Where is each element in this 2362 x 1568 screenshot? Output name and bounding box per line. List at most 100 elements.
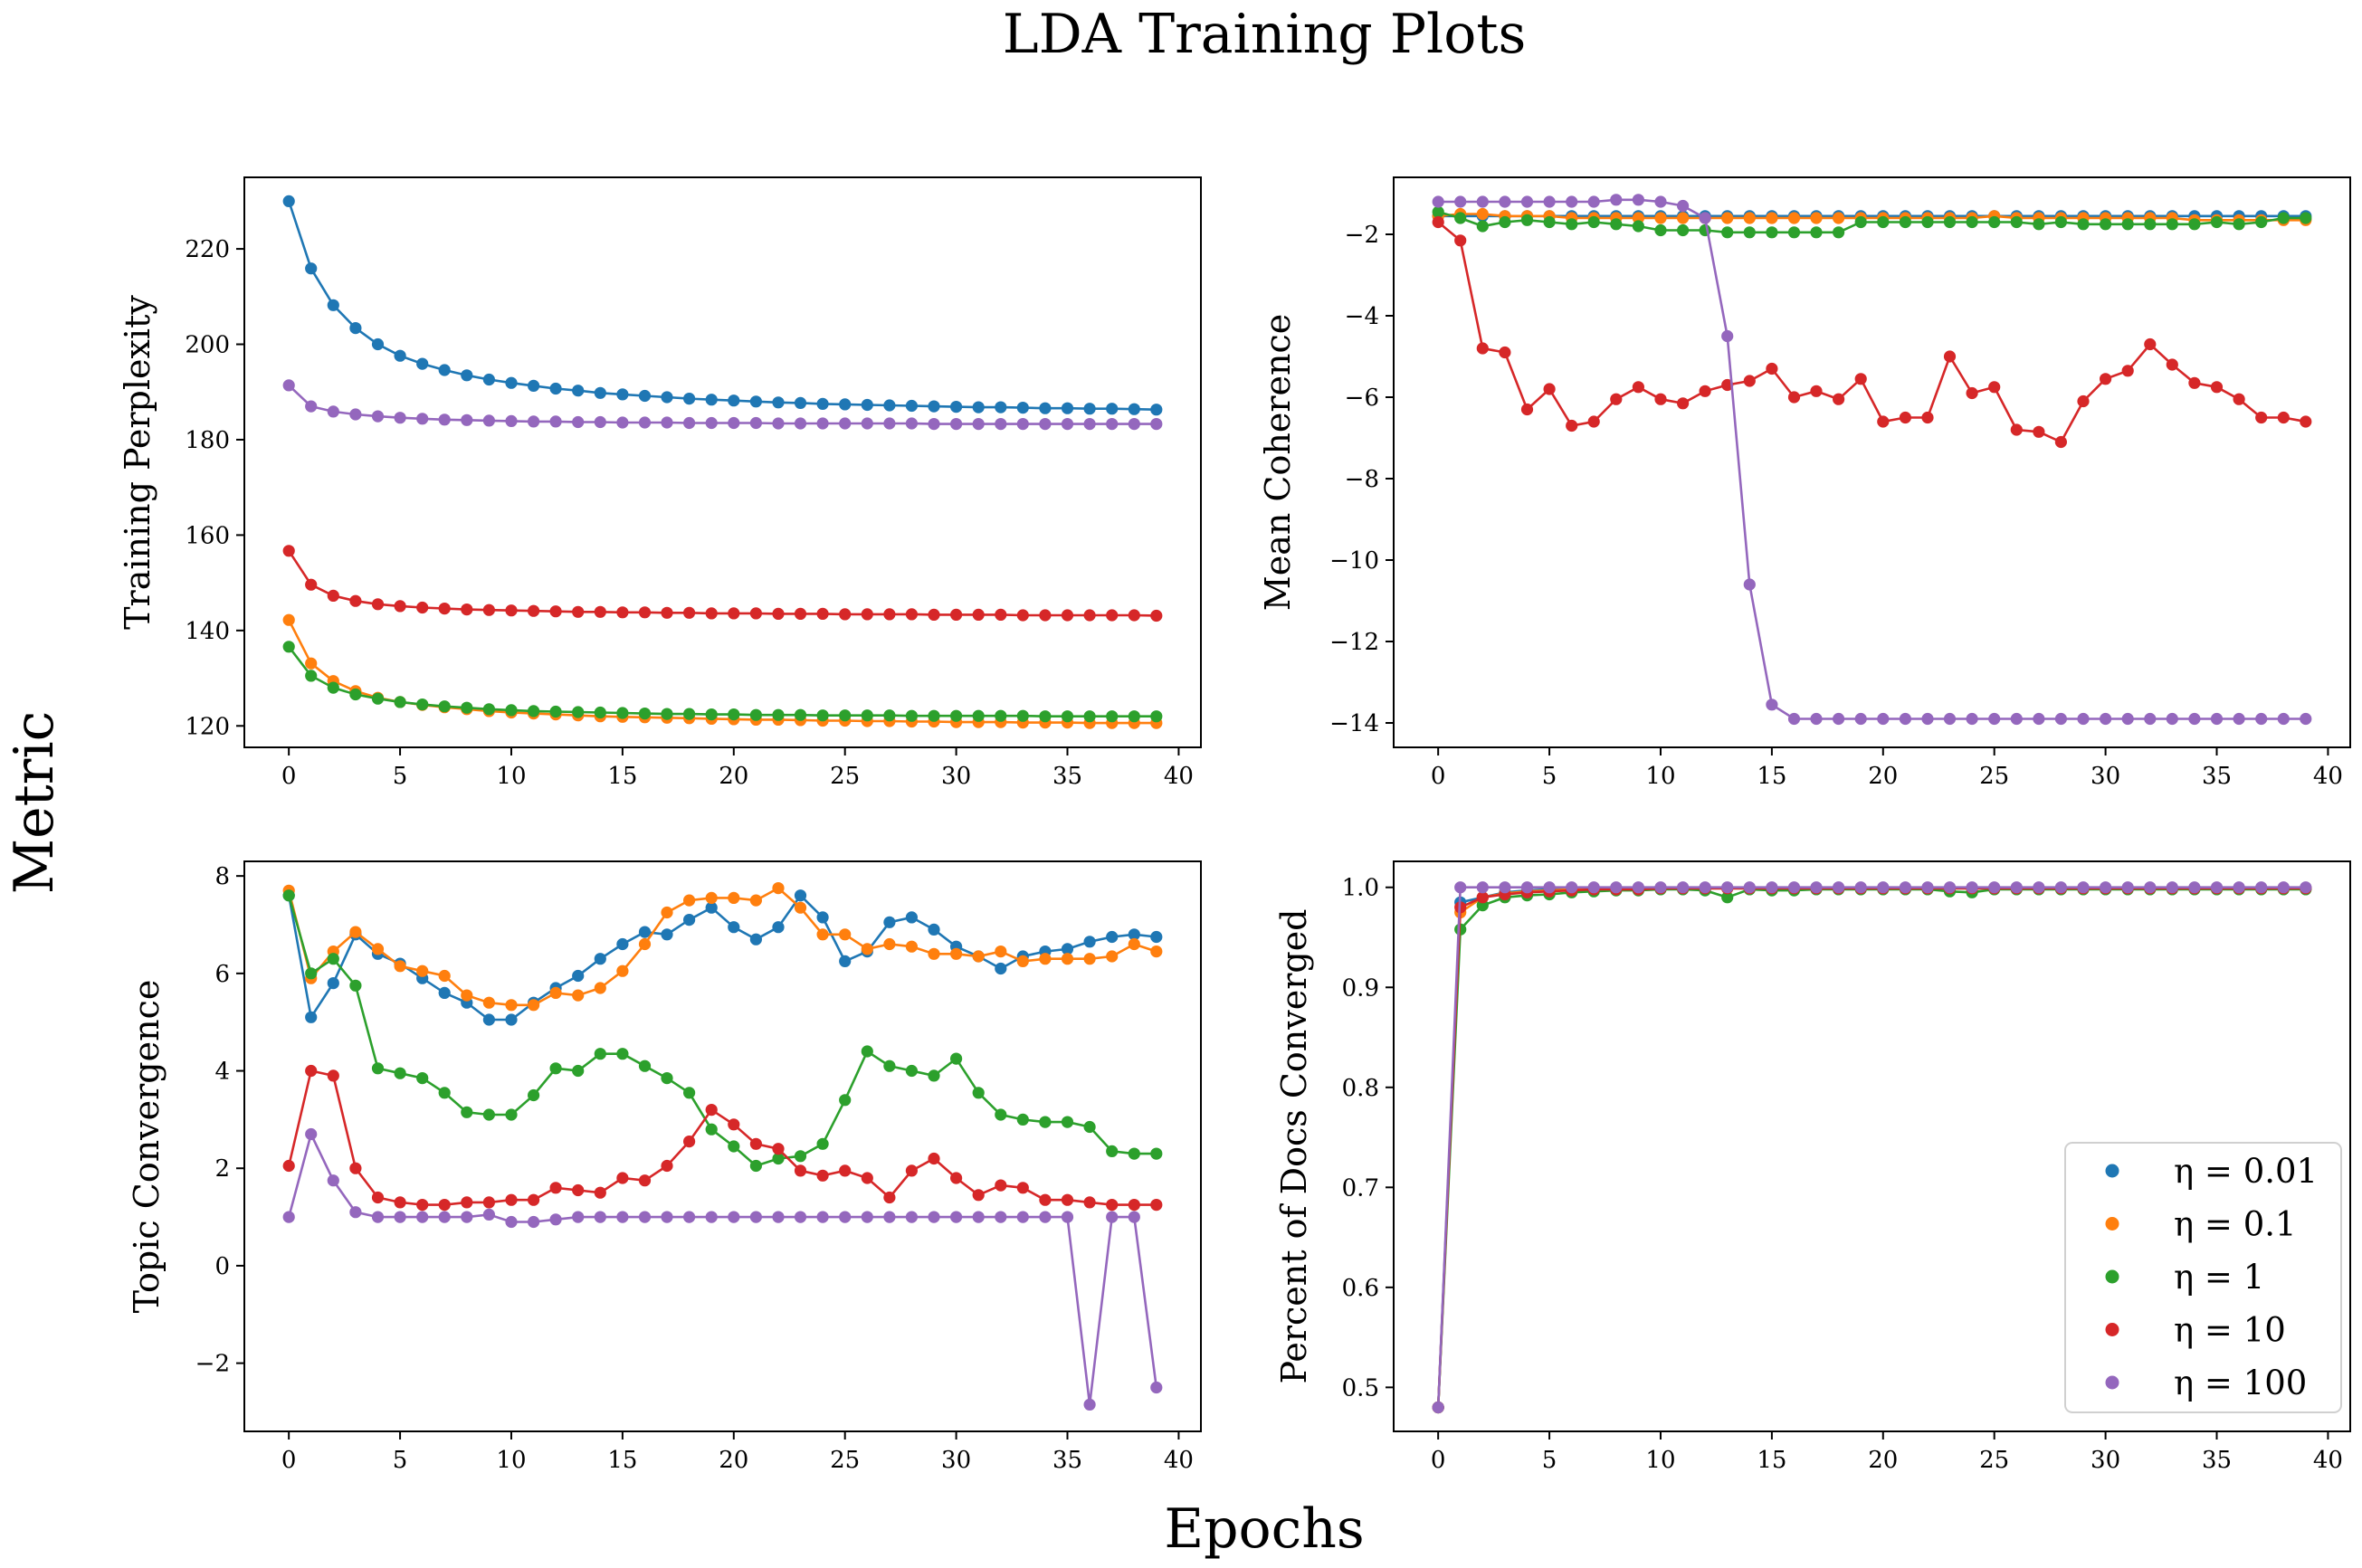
- data-point: [305, 657, 318, 670]
- data-point: [1699, 385, 1711, 397]
- data-point: [1566, 419, 1578, 432]
- y-tick-label: −10: [1329, 547, 1379, 575]
- series-line: [288, 646, 1157, 718]
- series-2: [1432, 205, 2312, 239]
- data-point: [461, 1211, 473, 1223]
- data-point: [2300, 881, 2312, 894]
- data-point: [839, 608, 852, 621]
- data-point: [883, 1060, 896, 1072]
- x-tick-label: 0: [281, 1447, 297, 1474]
- x-tick-label: 35: [2202, 1447, 2232, 1474]
- data-point: [661, 906, 673, 919]
- data-point: [1610, 218, 1623, 231]
- data-point: [995, 608, 1007, 622]
- data-point: [549, 1062, 562, 1075]
- data-point: [549, 705, 562, 718]
- x-tick-label: 40: [2313, 763, 2343, 790]
- data-point: [1039, 710, 1052, 723]
- series-line: [1438, 198, 2306, 720]
- data-point: [839, 709, 852, 722]
- data-point: [638, 708, 652, 720]
- data-point: [2033, 881, 2045, 894]
- data-point: [705, 416, 718, 430]
- data-point: [1699, 212, 1711, 224]
- data-point: [728, 921, 740, 934]
- data-point: [1877, 881, 1890, 894]
- x-tick-label: 20: [1868, 1447, 1898, 1474]
- data-point: [638, 389, 652, 403]
- data-point: [416, 413, 429, 425]
- data-point: [839, 955, 852, 967]
- data-point: [461, 369, 473, 382]
- data-point: [1476, 881, 1489, 894]
- data-point: [1128, 418, 1140, 431]
- series-line: [287, 895, 1157, 1167]
- data-point: [2166, 358, 2178, 371]
- data-point: [1061, 1211, 1074, 1223]
- data-point: [972, 950, 985, 963]
- data-point: [1454, 212, 1467, 224]
- data-point: [950, 1052, 963, 1065]
- data-point: [2233, 881, 2245, 894]
- data-point: [928, 1211, 940, 1223]
- data-point: [616, 1172, 629, 1184]
- data-point: [794, 396, 807, 409]
- data-point: [1061, 1193, 1074, 1206]
- data-point: [749, 894, 763, 907]
- data-point: [1499, 346, 1511, 359]
- data-point: [1039, 1211, 1052, 1223]
- series-line: [288, 384, 1157, 425]
- data-point: [638, 606, 652, 619]
- legend-label: η = 0.1: [2174, 1205, 2297, 1244]
- data-point: [816, 1169, 829, 1182]
- data-point: [1150, 946, 1163, 958]
- data-point: [1083, 953, 1096, 965]
- data-point: [772, 1143, 785, 1155]
- data-point: [1877, 712, 1890, 726]
- data-point: [438, 364, 451, 376]
- data-point: [572, 385, 585, 397]
- data-point: [1743, 226, 1756, 239]
- data-point: [1654, 881, 1667, 894]
- data-point: [1083, 418, 1096, 431]
- data-point: [371, 1191, 385, 1204]
- y-tick-label: 8: [214, 863, 230, 890]
- data-point: [772, 708, 785, 721]
- data-point: [905, 911, 919, 924]
- data-point: [638, 937, 652, 951]
- data-point: [905, 1211, 919, 1223]
- data-point: [1039, 1193, 1052, 1206]
- data-point: [861, 1172, 873, 1184]
- data-point: [1083, 936, 1096, 948]
- data-point: [1854, 215, 1867, 229]
- data-point: [928, 947, 940, 960]
- series-line: [1437, 221, 2307, 444]
- data-point: [528, 705, 540, 717]
- data-point: [861, 608, 873, 621]
- data-point: [505, 704, 518, 717]
- data-point: [2255, 411, 2268, 424]
- data-point: [1499, 195, 1511, 208]
- data-point: [1988, 712, 2001, 726]
- data-point: [905, 709, 919, 722]
- data-point: [1943, 712, 1957, 726]
- data-point: [482, 1013, 496, 1026]
- data-point: [1432, 215, 1444, 229]
- data-point: [2121, 365, 2134, 377]
- data-point: [2054, 215, 2067, 229]
- data-point: [1061, 609, 1074, 622]
- data-point: [861, 417, 873, 430]
- data-point: [1499, 215, 1511, 229]
- data-point: [749, 607, 763, 620]
- data-point: [950, 608, 963, 622]
- data-point: [482, 373, 496, 386]
- data-point: [1877, 215, 1890, 229]
- data-point: [661, 606, 673, 619]
- data-point: [816, 928, 829, 941]
- data-point: [1743, 881, 1756, 894]
- data-point: [505, 999, 518, 1012]
- data-point: [1943, 215, 1957, 229]
- data-point: [794, 708, 807, 721]
- data-point: [616, 1048, 629, 1060]
